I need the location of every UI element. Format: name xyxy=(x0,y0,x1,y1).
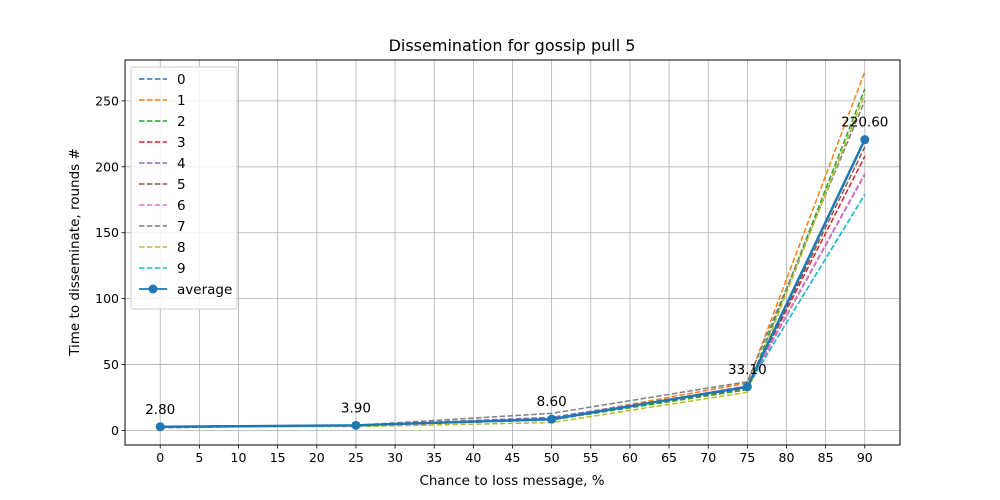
y-tick-label: 100 xyxy=(95,291,119,306)
x-tick-label: 0 xyxy=(156,450,164,465)
x-tick-label: 10 xyxy=(231,450,247,465)
legend-label: 4 xyxy=(177,156,186,172)
x-tick-label: 65 xyxy=(661,450,677,465)
y-axis-label: Time to disseminate, rounds # xyxy=(67,148,83,357)
average-data-label: 220.60 xyxy=(841,115,888,131)
x-tick-label: 90 xyxy=(857,450,873,465)
legend-label: 7 xyxy=(177,219,186,235)
series-layer: 2.80 3.90 8.60 33.10 220.60 xyxy=(145,71,888,432)
chart-title: Dissemination for gossip pull 5 xyxy=(389,36,636,55)
legend-label: 8 xyxy=(177,240,186,256)
legend-label: 1 xyxy=(177,93,186,109)
x-tick-label: 80 xyxy=(779,450,795,465)
x-tick-label: 5 xyxy=(195,450,203,465)
x-axis: 0 5 10 15 20 25 30 35 40 45 50 55 60 65 70 75 80 85 90 xyxy=(156,445,873,465)
x-tick-label: 75 xyxy=(739,450,755,465)
grid xyxy=(125,60,900,445)
y-tick-label: 200 xyxy=(95,159,119,174)
legend-label: 0 xyxy=(177,72,186,88)
average-data-label: 3.90 xyxy=(341,400,371,416)
y-tick-label: 250 xyxy=(95,93,119,108)
average-data-label: 2.80 xyxy=(145,402,175,418)
x-tick-label: 15 xyxy=(270,450,286,465)
x-tick-label: 45 xyxy=(505,450,521,465)
y-tick-label: 0 xyxy=(111,423,119,438)
average-point xyxy=(155,422,165,432)
legend-label: average xyxy=(177,282,232,298)
x-tick-label: 40 xyxy=(465,450,481,465)
y-tick-label: 150 xyxy=(95,225,119,240)
x-tick-label: 85 xyxy=(818,450,834,465)
legend-label: 2 xyxy=(177,114,186,130)
y-axis: 0 50 100 150 200 250 xyxy=(95,93,125,438)
x-tick-label: 70 xyxy=(700,450,716,465)
x-tick-label: 20 xyxy=(309,450,325,465)
x-tick-label: 50 xyxy=(544,450,560,465)
x-tick-label: 55 xyxy=(583,450,599,465)
legend-box xyxy=(130,66,238,310)
legend: 0 1 2 3 4 5 6 7 8 9 average xyxy=(130,66,238,310)
legend-label: 6 xyxy=(177,198,186,214)
y-tick-label: 50 xyxy=(103,357,119,372)
legend-label: 3 xyxy=(177,135,186,151)
x-tick-label: 60 xyxy=(622,450,638,465)
x-tick-label: 25 xyxy=(348,450,364,465)
x-axis-label: Chance to loss message, % xyxy=(419,473,604,489)
average-point xyxy=(860,135,870,145)
average-point xyxy=(742,382,752,392)
legend-marker xyxy=(148,284,158,294)
average-data-label: 8.60 xyxy=(537,394,567,410)
x-tick-label: 35 xyxy=(426,450,442,465)
average-point xyxy=(351,420,361,430)
legend-label: 5 xyxy=(177,177,186,193)
legend-label: 9 xyxy=(177,261,186,277)
average-point xyxy=(547,414,557,424)
x-tick-label: 30 xyxy=(387,450,403,465)
average-data-label: 33.10 xyxy=(728,362,767,378)
